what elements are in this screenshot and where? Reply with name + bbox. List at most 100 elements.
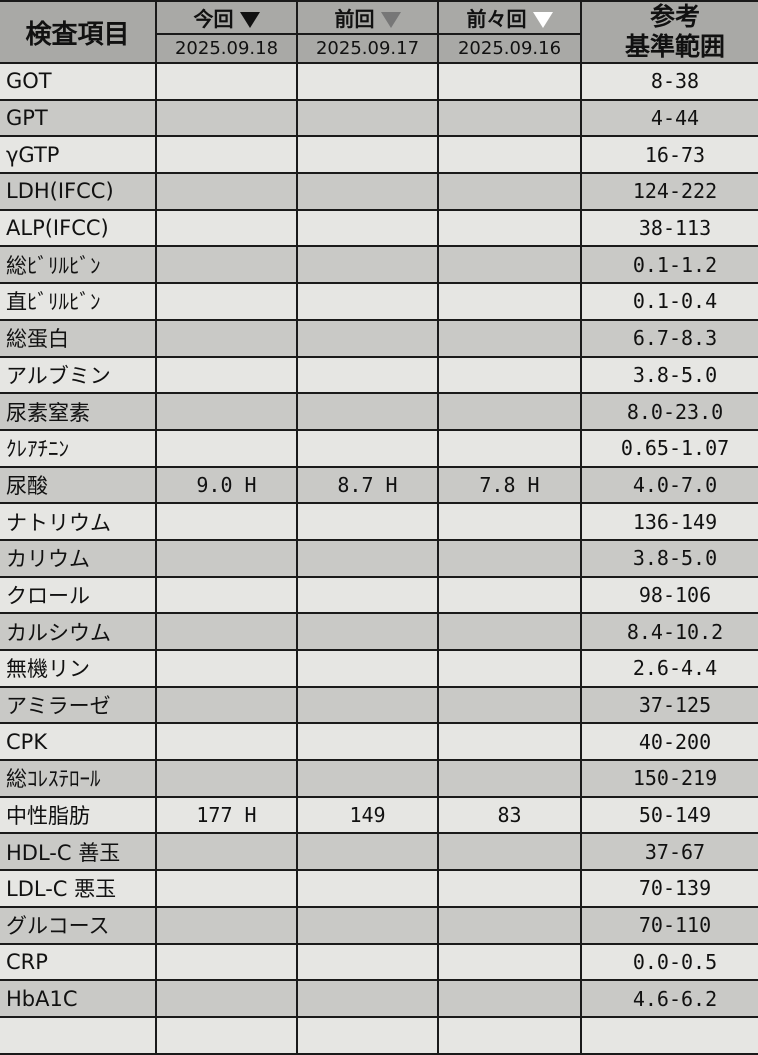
- reference-range: 40-200: [580, 722, 758, 762]
- table-row: ｸﾚｱﾁﾆﾝ 0.65-1.07: [0, 428, 758, 468]
- value-previous: [296, 575, 439, 615]
- reference-range: 16-73: [580, 135, 758, 175]
- value-current: [155, 208, 298, 248]
- test-name: カリウム: [0, 538, 157, 578]
- value-before-previous: [437, 282, 582, 321]
- value-previous: [296, 282, 439, 321]
- date-current: 2025.09.18: [155, 32, 298, 65]
- table-row: GOT 8-38: [0, 62, 758, 101]
- empty-cell: [580, 1015, 758, 1055]
- value-current: [155, 428, 298, 468]
- test-name: グルコース: [0, 905, 157, 945]
- value-before-previous: [437, 869, 582, 908]
- value-current: [155, 869, 298, 908]
- reference-range: 3.8-5.0: [580, 538, 758, 578]
- reference-range: 50-149: [580, 795, 758, 835]
- value-before-previous: [437, 832, 582, 872]
- reference-range: 0.1-1.2: [580, 245, 758, 285]
- table-row: クロール 98-106: [0, 575, 758, 615]
- value-current: [155, 685, 298, 725]
- value-before-previous: 7.8 H: [437, 465, 582, 505]
- value-previous: [296, 979, 439, 1018]
- value-current: [155, 282, 298, 321]
- value-current: [155, 392, 298, 431]
- white-triangle-down-icon: [532, 12, 553, 29]
- header-ref-line1: 参考: [649, 2, 700, 31]
- value-previous: [296, 685, 439, 725]
- header-reference-range: 参考 基準範囲: [580, 0, 758, 64]
- reference-range: 0.1-0.4: [580, 282, 758, 321]
- value-current: [155, 722, 298, 762]
- value-before-previous: [437, 905, 582, 945]
- value-current: [155, 575, 298, 615]
- test-name: 尿酸: [0, 465, 157, 505]
- value-before-previous: [437, 759, 582, 798]
- value-before-previous: [437, 172, 582, 211]
- header-before-previous: 前々回: [437, 0, 582, 35]
- value-previous: [296, 905, 439, 945]
- reference-range: 6.7-8.3: [580, 318, 758, 358]
- table-row: HbA1C 4.6-6.2: [0, 979, 758, 1018]
- test-name: 総ｺﾚｽﾃﾛｰﾙ: [0, 759, 157, 798]
- test-name: ALP(IFCC): [0, 208, 157, 248]
- table-row: グルコース 70-110: [0, 905, 758, 945]
- reference-range: 2.6-4.4: [580, 649, 758, 688]
- value-previous: 8.7 H: [296, 465, 439, 505]
- reference-range: 37-67: [580, 832, 758, 872]
- value-current: [155, 172, 298, 211]
- table-row: 中性脂肪 177 H 149 83 50-149: [0, 795, 758, 835]
- test-name: 直ﾋﾞﾘﾙﾋﾞﾝ: [0, 282, 157, 321]
- test-name: CPK: [0, 722, 157, 762]
- value-previous: [296, 62, 439, 101]
- reference-range: 38-113: [580, 208, 758, 248]
- value-current: [155, 355, 298, 395]
- value-previous: 149: [296, 795, 439, 835]
- value-current: [155, 62, 298, 101]
- table-row: 総ﾋﾞﾘﾙﾋﾞﾝ 0.1-1.2: [0, 245, 758, 285]
- value-before-previous: [437, 208, 582, 248]
- reference-range: 8.4-10.2: [580, 612, 758, 651]
- table-row: 尿素窒素 8.0-23.0: [0, 392, 758, 431]
- value-current: 177 H: [155, 795, 298, 835]
- table-row: LDL-C 悪玉 70-139: [0, 869, 758, 908]
- value-previous: [296, 392, 439, 431]
- reference-range: 150-219: [580, 759, 758, 798]
- test-name: HbA1C: [0, 979, 157, 1018]
- test-name: LDH(IFCC): [0, 172, 157, 211]
- value-previous: [296, 428, 439, 468]
- test-name: アルブミン: [0, 355, 157, 395]
- test-name: カルシウム: [0, 612, 157, 651]
- date-before-previous: 2025.09.16: [437, 32, 582, 65]
- value-current: [155, 979, 298, 1018]
- value-previous: [296, 502, 439, 541]
- empty-cell: [0, 1015, 157, 1055]
- value-current: [155, 905, 298, 945]
- table-row: カリウム 3.8-5.0: [0, 538, 758, 578]
- value-previous: [296, 208, 439, 248]
- value-current: [155, 538, 298, 578]
- value-previous: [296, 649, 439, 688]
- outline-triangle-down-icon: [380, 12, 401, 29]
- value-before-previous: [437, 355, 582, 395]
- value-current: [155, 98, 298, 138]
- value-previous: [296, 318, 439, 358]
- reference-range: 4.6-6.2: [580, 979, 758, 1018]
- test-name: γGTP: [0, 135, 157, 175]
- table-row-cut-off: [0, 1015, 758, 1055]
- test-name: LDL-C 悪玉: [0, 869, 157, 908]
- reference-range: 8-38: [580, 62, 758, 101]
- table-row: 総ｺﾚｽﾃﾛｰﾙ 150-219: [0, 759, 758, 798]
- value-current: [155, 759, 298, 798]
- test-name: HDL-C 善玉: [0, 832, 157, 872]
- date-previous: 2025.09.17: [296, 32, 439, 65]
- value-current: 9.0 H: [155, 465, 298, 505]
- header-previous-label: 前回: [334, 6, 375, 31]
- table-row: ALP(IFCC) 38-113: [0, 208, 758, 248]
- table-row: アミラーゼ 37-125: [0, 685, 758, 725]
- reference-range: 0.0-0.5: [580, 942, 758, 982]
- value-previous: [296, 869, 439, 908]
- table-row: カルシウム 8.4-10.2: [0, 612, 758, 651]
- test-name: ｸﾚｱﾁﾆﾝ: [0, 428, 157, 468]
- value-before-previous: [437, 428, 582, 468]
